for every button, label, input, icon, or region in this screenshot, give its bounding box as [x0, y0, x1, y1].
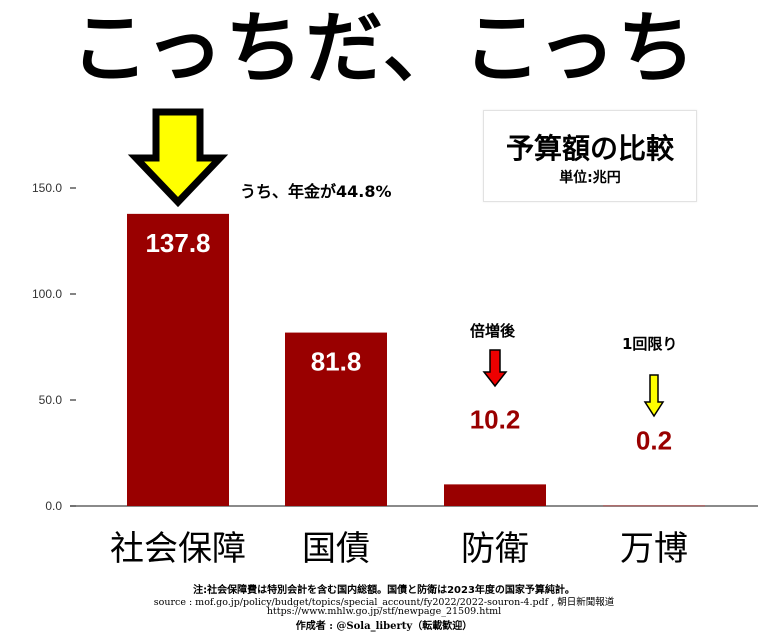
category-label: 社会保障 — [110, 529, 246, 569]
y-tick-label: 150.0 — [32, 181, 62, 195]
y-tick-label: 100.0 — [32, 287, 62, 301]
bar-value-label: 81.8 — [311, 347, 362, 377]
category-label: 万博 — [620, 529, 688, 569]
bar — [444, 484, 546, 506]
bar-value-label: 137.8 — [145, 228, 210, 258]
y-tick-label: 0.0 — [45, 499, 62, 513]
bar — [603, 505, 705, 507]
legend-box: 予算額の比較 単位:兆円 — [483, 110, 697, 202]
bar — [127, 213, 229, 506]
legend-unit: 単位:兆円 — [559, 170, 621, 186]
y-tick-label: 50.0 — [39, 393, 63, 407]
legend-title: 予算額の比較 — [505, 132, 674, 165]
pension-note: うち、年金が44.8% — [240, 182, 392, 201]
headline: こっちだ、こっち — [70, 4, 698, 94]
expo-note: 1回限り — [622, 335, 678, 353]
bar-value-label: 0.2 — [636, 426, 672, 456]
down-arrow-icon — [482, 349, 508, 388]
footer-url: https://www.mhlw.go.jp/stf/newpage_21509… — [266, 606, 502, 617]
category-label: 国債 — [302, 529, 370, 569]
footer-source: source : mof.go.jp/policy/budget/topics/… — [153, 597, 615, 608]
footer-author: 作成者 : @Sola_liberty（転載歓迎） — [295, 621, 473, 632]
category-label: 防衛 — [461, 529, 529, 569]
bar — [285, 332, 387, 506]
footer-note: 注:社会保障費は特別会計を含む国内総額。国債と防衛は2023年度の国家予算純計。 — [193, 585, 575, 596]
down-arrow-icon — [643, 374, 665, 418]
bar-value-label: 10.2 — [470, 404, 521, 434]
defense-note: 倍増後 — [470, 322, 516, 340]
down-arrow-icon — [127, 108, 229, 208]
